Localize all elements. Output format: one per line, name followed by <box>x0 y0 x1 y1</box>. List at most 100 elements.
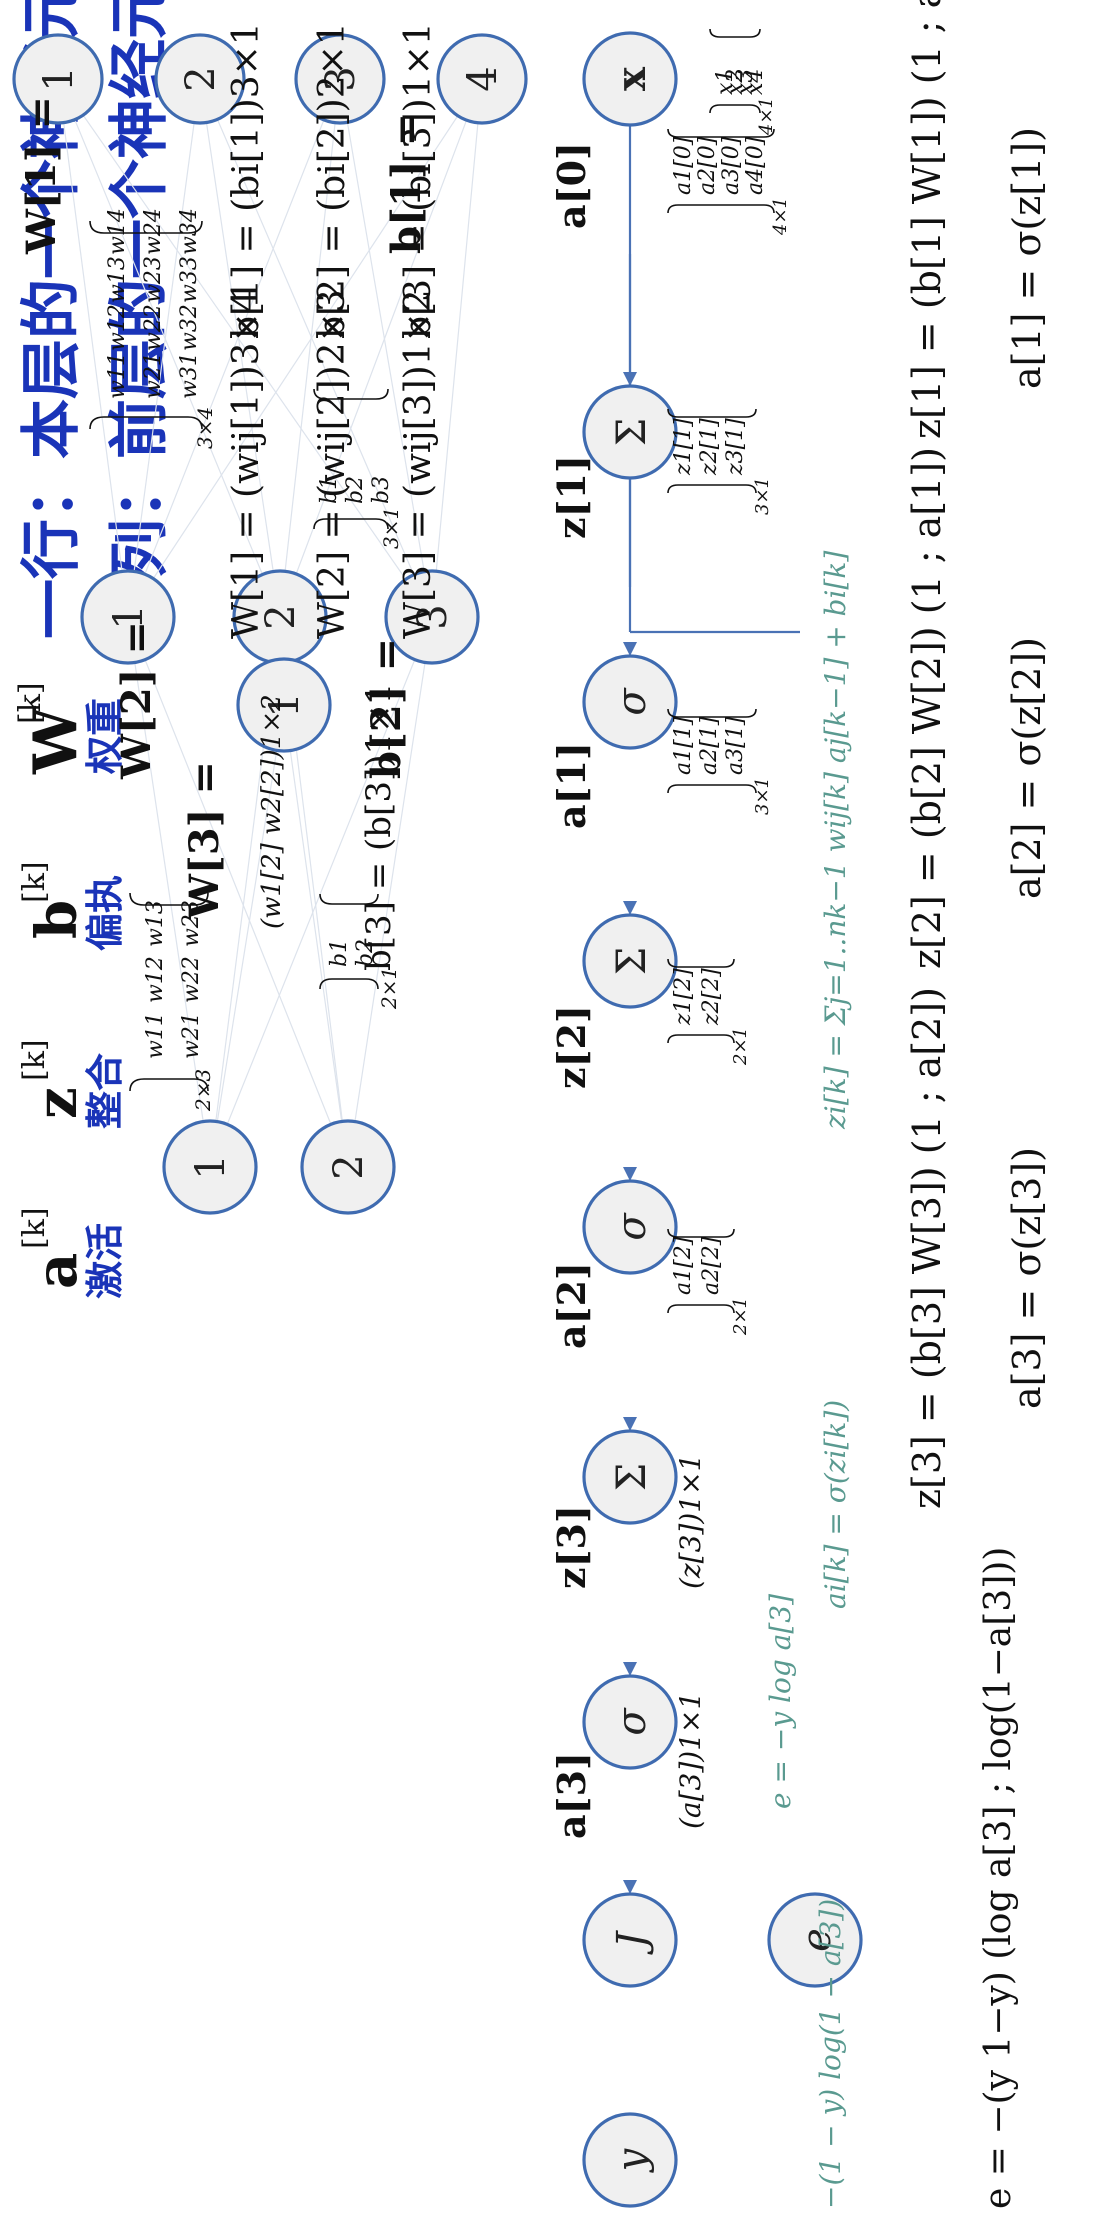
a2-size: 2×1 <box>730 1297 751 1336</box>
legend-b-sup: [k] <box>17 861 52 903</box>
hidden2-neuron-1-label: 1 <box>188 1154 234 1179</box>
a1-bracket-left <box>667 708 757 718</box>
b1-cell-2-1: b2 <box>343 476 368 504</box>
legend-w-cn: 权重 <box>83 698 127 775</box>
w1-cell-1-3: w13 <box>105 256 130 303</box>
z1-bracket-right <box>667 484 757 494</box>
hidden2-neuron-2-label: 2 <box>326 1154 372 1179</box>
bias-vector-1: b[1] = b1 b2 b3 3×1 <box>313 113 430 549</box>
a1-item-3: a3[1] <box>723 716 748 775</box>
b2-cell-2-1: b2 <box>353 939 378 967</box>
label-a3: a[3] <box>549 1752 594 1839</box>
hidden-layer-2: 1 2 <box>162 1119 396 1215</box>
z2-bracket-right <box>667 1034 735 1044</box>
label-z2: z[2] <box>549 1005 594 1089</box>
b1-cell-3-1: b3 <box>369 476 394 504</box>
z2-item-1: z1[2] <box>671 968 696 1026</box>
z2-size: 2×1 <box>730 1027 751 1066</box>
z1-item-2: z2[1] <box>697 418 722 476</box>
a0-bracket-left <box>667 128 775 138</box>
z2-item-2: z2[2] <box>699 968 724 1026</box>
hidden1-neuron-3-label: 3 <box>410 604 456 629</box>
w1-cell-3-4: w34 <box>177 208 202 255</box>
a0-item-2: a2[0] <box>695 136 720 195</box>
edge-in-h1-1-3 <box>57 78 433 618</box>
w3-label: W[3] = <box>181 761 228 920</box>
edge-in-h1-4-1 <box>127 78 483 618</box>
chain-node-e-label: e <box>794 1928 840 1952</box>
x-item-2: x2 <box>723 69 748 95</box>
w1-cell-1-2: w12 <box>105 304 130 351</box>
edge-h1-h2-3-1 <box>209 616 433 1168</box>
label-a0: a[0] <box>549 142 594 229</box>
vector-a0: a1[0] a2[0] a3[0] a4[0]4×1 <box>667 128 791 236</box>
weight-matrix-2: W[2] = w11 w12 w13 w21 w22 w23 2×3 <box>113 621 215 1112</box>
w1-cell-3-2: w32 <box>177 304 202 351</box>
chain-node-y <box>582 2112 678 2208</box>
network-nodes: 1 2 3 4 1 2 3 1 2 1 <box>12 33 528 1215</box>
weight-matrix-3: W[3] = (w1[2] w2[2])1×2 b[3] = (b[3])1×1 <box>181 683 399 971</box>
vector-z3: (z[3])1×1 <box>674 1454 707 1589</box>
w1-cell-1-4: w14 <box>105 208 130 255</box>
edge-in-h1-3-3 <box>339 78 433 618</box>
input-neuron-2 <box>154 33 246 125</box>
w1-bracket-left <box>89 220 203 234</box>
edge-in-h1-4-3 <box>431 78 483 618</box>
dim-b2: b[2] = (bi[2])2×1 <box>312 22 353 339</box>
b2-label: b[2] = <box>363 638 410 779</box>
legend-z-cn: 整合 <box>83 1053 127 1129</box>
b2-bracket-right <box>319 978 379 990</box>
edge-in-h1-3-1 <box>127 78 341 618</box>
b2-cells: b1 b2 <box>327 939 378 967</box>
dim-w1: W[1] = (wij[1])3×4 <box>226 289 267 639</box>
b2-bracket-left <box>319 893 379 905</box>
w1-cell-2-4: w24 <box>141 208 166 255</box>
chain-node-sum-2-label: Σ <box>609 947 655 975</box>
x-item-4: x4 <box>743 69 768 95</box>
hidden1-neuron-2-label: 2 <box>258 604 304 629</box>
hidden1-neuron-1-label: 1 <box>106 604 152 629</box>
a1-item-2: a2[1] <box>697 716 722 775</box>
chain-node-x <box>582 31 678 127</box>
a0-bracket-right <box>667 204 775 214</box>
chain-arrow-4 <box>623 1167 637 1181</box>
z1-size: 3×1 <box>752 477 773 515</box>
chain-node-sigma-2 <box>582 1179 678 1275</box>
a0-item-4: a4[0] <box>743 136 768 195</box>
b1-size: 3×1 <box>379 507 403 549</box>
w1-cell-3-1: w31 <box>177 352 202 399</box>
w1-cell-2-2: w22 <box>141 304 166 351</box>
legend-a-cn: 激活 <box>83 1223 127 1299</box>
edge-in-h1-3-2 <box>279 78 341 618</box>
hidden2-neuron-1 <box>162 1119 258 1215</box>
legend-a-sup: [k] <box>17 1207 52 1249</box>
formula-z3: z[3] = (b[3] W[3]) (1 ; a[2]) <box>905 987 949 1509</box>
hidden-layer-1: 1 2 3 <box>80 569 480 665</box>
a1-size: 3×1 <box>752 777 773 815</box>
chain-arrow-1 <box>623 372 637 386</box>
w2-bracket-left <box>129 892 209 906</box>
w3-vector: (w1[2] w2[2])1×2 <box>257 694 287 929</box>
formula-a1: a[1] = σ(z[1]) <box>1005 127 1049 389</box>
chain-node-sigma-3-label: σ <box>609 1707 655 1736</box>
vector-a1: a1[1] a2[1] a3[1]3×1 <box>667 708 773 815</box>
w2-cell-2-3: w23 <box>179 900 204 947</box>
z1-bracket-left <box>667 408 757 418</box>
b1-cell-1-1: b1 <box>317 476 342 504</box>
chain-arrows <box>623 372 637 1894</box>
hidden2-neuron-2 <box>300 1119 396 1215</box>
vectorized-formulas: z[1] = (b[1] W[1]) (1 ; a[0]) a[1] = σ(z… <box>905 0 1049 2209</box>
dim-b1: b[1] = (bi[1])3×1 <box>226 22 267 339</box>
legend-z-symbol: z <box>24 1087 90 1119</box>
a0-item-1: a1[0] <box>671 136 696 195</box>
chain-node-sum-3 <box>582 1429 678 1525</box>
chain-node-sum-2 <box>582 913 678 1009</box>
z1-item-3: z3[1] <box>723 418 748 476</box>
edge-in-h1-1-2 <box>57 78 281 618</box>
b2-size: 2×1 <box>377 967 401 1010</box>
label-a2: a[2] <box>549 1262 594 1349</box>
edge-in-h1-2-1 <box>127 78 201 618</box>
output-neuron-1 <box>236 657 332 753</box>
